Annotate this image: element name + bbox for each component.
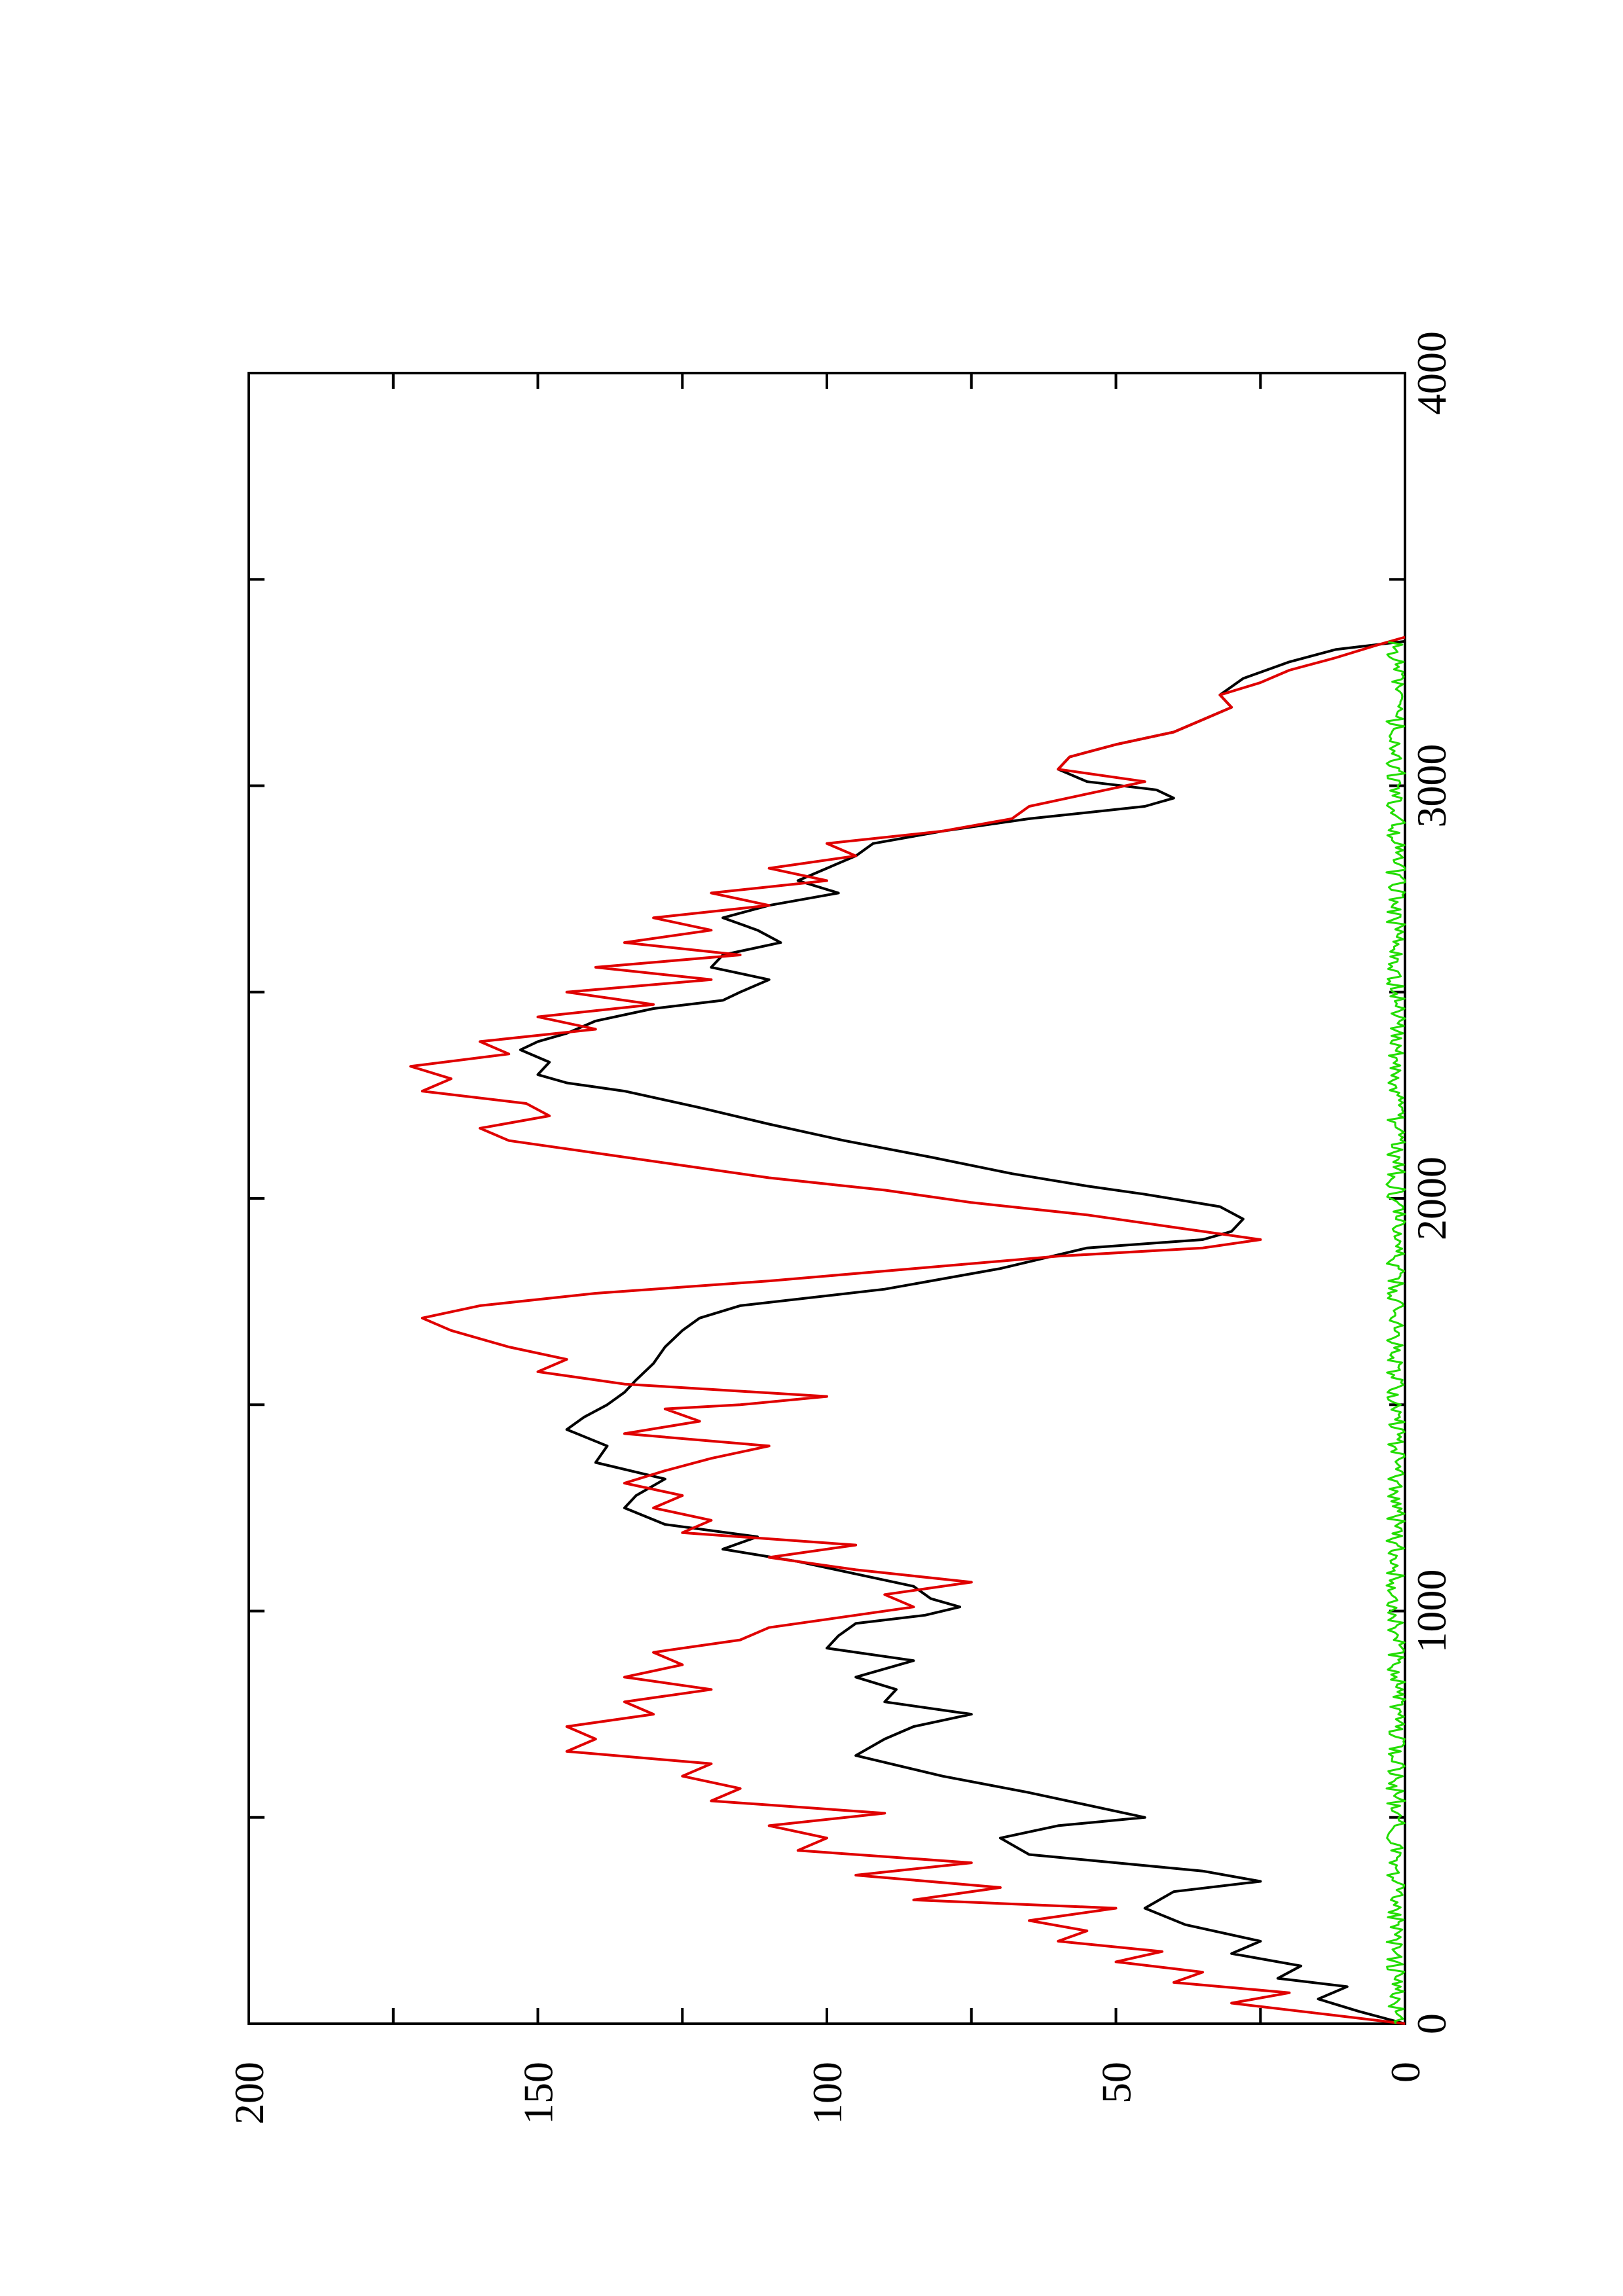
series-line-2 — [409, 636, 1406, 2025]
series-line-1 — [519, 639, 1406, 2025]
series-layer — [409, 636, 1406, 2025]
plot-area: 0 1000 2000 3000 4000 0 50 100 150 200 — [226, 331, 1455, 2125]
plot-frame — [247, 372, 1406, 2025]
tick-labels: 0 1000 2000 3000 4000 0 50 100 150 200 — [226, 331, 1455, 2125]
x-tick-label: 1000 — [1408, 1570, 1455, 1653]
y-tick-label: 100 — [804, 2062, 850, 2125]
y-tick-label: 0 — [1382, 2062, 1429, 2083]
axis-ticks — [247, 372, 1406, 2025]
x-tick-label: 0 — [1408, 2013, 1455, 2034]
x-tick-label: 3000 — [1408, 744, 1455, 828]
y-tick-label: 150 — [515, 2062, 562, 2125]
x-tick-label: 4000 — [1408, 331, 1455, 415]
y-tick-label: 50 — [1093, 2062, 1140, 2104]
y-tick-label: 200 — [226, 2062, 272, 2125]
x-tick-label: 2000 — [1408, 1157, 1455, 1240]
series-line-3 — [1385, 641, 1406, 2024]
